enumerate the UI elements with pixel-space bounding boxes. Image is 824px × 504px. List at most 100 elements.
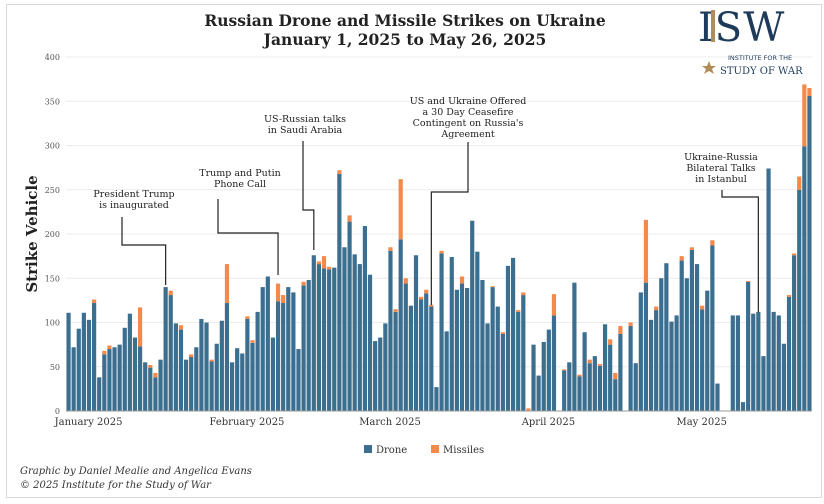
missile-bar — [403, 278, 408, 284]
missile-bar — [597, 364, 603, 366]
drone-bar — [551, 315, 557, 411]
annotation-leader-line — [430, 142, 469, 305]
missile-bar — [316, 261, 322, 265]
drone-bar — [178, 329, 184, 411]
drone-bar — [81, 312, 86, 411]
drone-bar — [194, 347, 199, 411]
drone-bar — [76, 328, 81, 411]
drone-bar — [408, 305, 413, 411]
drone-bar — [199, 318, 204, 411]
missile-bar — [654, 306, 659, 311]
missile-bar — [551, 294, 557, 316]
drone-bar — [250, 342, 255, 411]
drone-bar — [229, 362, 235, 411]
x-month-label: February 2025 — [209, 417, 284, 428]
missile-bar — [327, 266, 332, 270]
drone-bar — [189, 357, 194, 411]
drone-bar — [444, 331, 449, 411]
drone-bar — [357, 264, 362, 411]
annotation-text: a 30 Day Ceasefire — [422, 107, 513, 118]
drone-bar — [347, 221, 352, 411]
drone-bar — [398, 239, 403, 411]
drone-bar — [608, 344, 613, 411]
drone-bar — [148, 367, 153, 411]
drone-bar — [337, 173, 342, 411]
y-tick-label: 50 — [50, 363, 60, 372]
x-month-label: April 2025 — [521, 417, 575, 428]
drone-bar — [454, 289, 459, 411]
annotation-text: is inaugurated — [99, 200, 169, 211]
y-tick-label: 100 — [45, 319, 60, 328]
footer-credit: Graphic by Daniel Mealie and Angelica Ev… — [20, 466, 252, 477]
drone-bar — [235, 348, 240, 411]
drone-bar — [362, 226, 368, 411]
drone-bar — [270, 337, 276, 411]
missile-bar — [459, 276, 465, 284]
drone-bar — [756, 311, 761, 411]
drone-bar — [674, 315, 679, 411]
drone-bar — [485, 323, 490, 411]
drone-bar — [536, 375, 541, 411]
drone-bar — [776, 315, 781, 411]
drone-bar — [679, 260, 684, 411]
drone-bar — [618, 334, 623, 411]
drone-bar — [204, 322, 209, 411]
missile-bar — [393, 309, 398, 312]
drone-bar — [470, 220, 475, 411]
logo-line1: INSTITUTE FOR THE — [728, 54, 792, 62]
missile-bar — [807, 87, 812, 96]
drone-bar — [296, 349, 301, 411]
drone-bar — [475, 251, 480, 411]
drone-bar — [367, 274, 373, 411]
drone-bar — [66, 312, 71, 411]
drone-bar — [602, 324, 608, 411]
missile-bar — [347, 215, 352, 222]
annotation-text: Phone Call — [214, 179, 266, 190]
drone-bar — [730, 315, 735, 411]
drone-bar — [127, 313, 132, 411]
drone-bar — [480, 280, 485, 411]
annotation-leader-line — [721, 190, 759, 312]
drone-bar — [107, 349, 112, 411]
drone-bar — [582, 332, 587, 411]
y-tick-label: 200 — [45, 230, 60, 239]
drone-bar — [659, 278, 664, 411]
drone-bar — [700, 309, 705, 411]
annotation-leader-line — [121, 217, 167, 285]
annotation-leader-line — [302, 141, 315, 250]
missile-bar — [746, 280, 751, 282]
drone-bar — [403, 283, 408, 411]
drone-bar — [577, 376, 582, 411]
drone-bar — [792, 255, 797, 411]
missile-bar — [516, 310, 521, 312]
missile-bar — [587, 359, 592, 364]
missile-bar — [562, 369, 567, 371]
y-axis-label: Strike Vehicle — [23, 175, 41, 292]
missile-bar — [521, 292, 526, 296]
drone-bar — [761, 356, 766, 411]
drone-bar — [807, 95, 812, 411]
missile-bar — [679, 256, 684, 261]
chart-subtitle: January 1, 2025 to May 26, 2025 — [263, 30, 547, 49]
missile-bar — [92, 299, 97, 304]
drone-bar — [327, 269, 332, 411]
missile-bar — [137, 307, 143, 347]
drone-bar — [117, 344, 122, 411]
drone-bar — [781, 343, 786, 411]
drone-bar — [654, 310, 659, 411]
drone-bar — [669, 321, 674, 411]
annotation-text: Agreement — [440, 129, 494, 140]
missile-bar — [618, 326, 623, 335]
drone-bar — [766, 168, 771, 411]
drone-bar — [153, 377, 158, 411]
chart-frame — [6, 4, 822, 498]
annotation-text: President Trump — [93, 189, 174, 200]
drone-bar — [373, 341, 378, 411]
drone-bar — [628, 326, 633, 411]
annotation-text: in Saudi Arabia — [268, 125, 343, 136]
drone-bar — [173, 323, 178, 411]
annotation-text: US and Ukraine Offered — [410, 96, 527, 107]
drone-bar — [490, 287, 495, 411]
drone-bar — [112, 347, 117, 411]
